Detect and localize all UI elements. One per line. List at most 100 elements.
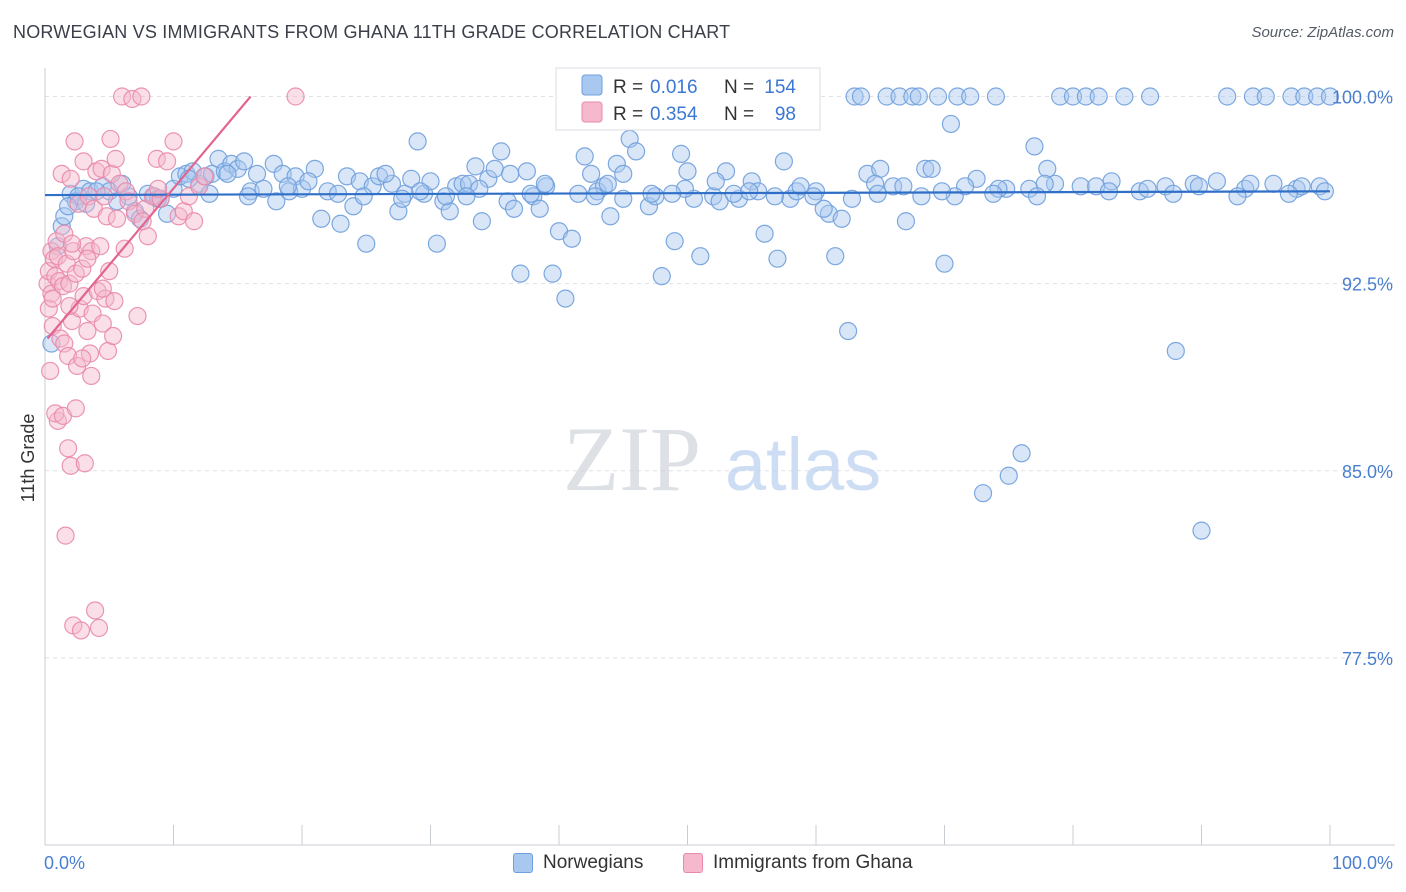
- y-axis-label: 11th Grade: [18, 414, 38, 503]
- legend-item-ghana[interactable]: Immigrants from Ghana: [683, 852, 913, 874]
- point-norwegian: [492, 142, 511, 161]
- point-norwegian: [598, 174, 617, 193]
- point-norwegian: [434, 192, 453, 211]
- point-norwegian: [1228, 187, 1247, 206]
- legend-top-r-label-1: R =: [613, 77, 643, 98]
- point-ghana: [164, 132, 183, 151]
- point-norwegian: [665, 232, 684, 251]
- y-tick-label: 77.5%: [1342, 649, 1393, 669]
- source-label: Source: ZipAtlas.com: [1251, 24, 1394, 41]
- point-norwegian: [1256, 87, 1275, 106]
- point-ghana: [73, 349, 92, 368]
- point-norwegian: [851, 87, 871, 106]
- point-norwegian: [504, 199, 524, 218]
- point-ghana: [89, 618, 109, 638]
- point-norwegian: [382, 174, 402, 193]
- point-ghana: [133, 212, 152, 231]
- point-norwegian: [922, 159, 941, 178]
- point-norwegian: [691, 247, 710, 266]
- point-norwegian: [235, 152, 254, 171]
- point-norwegian: [1207, 172, 1227, 191]
- point-ghana: [74, 152, 93, 171]
- point-ghana: [91, 237, 110, 256]
- point-norwegian: [1320, 87, 1340, 106]
- point-ghana: [78, 321, 97, 341]
- point-ghana: [184, 212, 204, 231]
- watermark-zip: ZIP: [563, 408, 701, 510]
- point-ghana: [61, 456, 80, 475]
- legend-top-r-label-2: R =: [613, 104, 643, 125]
- point-norwegian: [1115, 87, 1134, 106]
- point-norwegian: [1051, 87, 1070, 106]
- x-tick-label-max: 100.0%: [1332, 853, 1393, 873]
- point-norwegian: [1264, 174, 1283, 193]
- legend-top-r-value-2: 0.354: [650, 104, 698, 125]
- point-norwegian: [826, 247, 845, 266]
- point-ghana: [82, 366, 101, 386]
- point-norwegian: [1071, 177, 1090, 196]
- point-ghana: [132, 87, 151, 106]
- chart-title: NORWEGIAN VS IMMIGRANTS FROM GHANA 11TH …: [13, 22, 731, 42]
- point-norwegian: [247, 164, 267, 183]
- point-norwegian: [832, 209, 851, 228]
- point-norwegian: [292, 179, 312, 198]
- point-ghana: [125, 204, 145, 223]
- point-norwegian: [1236, 179, 1255, 198]
- point-norwegian: [299, 172, 318, 191]
- point-norwegian: [781, 189, 800, 208]
- point-ghana: [41, 361, 60, 381]
- point-norwegian: [804, 187, 823, 206]
- point-norwegian: [1218, 87, 1237, 106]
- point-norwegian: [562, 229, 581, 248]
- point-norwegian: [1282, 87, 1301, 106]
- point-norwegian: [706, 172, 725, 191]
- point-norwegian: [575, 147, 594, 166]
- point-norwegian: [1241, 174, 1260, 193]
- point-norwegian: [1295, 87, 1314, 106]
- watermark-atlas: atlas: [725, 423, 881, 506]
- point-norwegian: [740, 182, 759, 201]
- point-ghana: [60, 296, 79, 316]
- point-norwegian: [357, 234, 376, 253]
- legend-label-ghana: Immigrants from Ghana: [713, 852, 913, 873]
- point-norwegian: [984, 184, 1003, 203]
- point-norwegian: [479, 169, 498, 188]
- point-norwegian: [671, 144, 691, 163]
- point-norwegian: [466, 157, 485, 176]
- trend-line-norwegians: [44, 190, 1331, 197]
- point-norwegian: [961, 87, 980, 106]
- point-norwegian: [556, 289, 575, 308]
- point-norwegian: [607, 154, 626, 173]
- point-norwegian: [408, 132, 427, 151]
- point-ghana: [52, 164, 71, 183]
- point-norwegian: [1038, 159, 1057, 178]
- ghana-points: [38, 87, 305, 640]
- point-norwegian: [941, 114, 961, 134]
- point-ghana: [66, 399, 85, 418]
- point-norwegian: [765, 187, 784, 206]
- point-norwegian: [755, 224, 774, 243]
- point-norwegian: [652, 267, 671, 286]
- point-ghana: [48, 411, 67, 430]
- point-norwegian: [1025, 137, 1044, 156]
- point-norwegian: [511, 264, 530, 283]
- point-ghana: [39, 299, 58, 318]
- legend-bottom: Norwegians Immigrants from Ghana: [0, 852, 1406, 878]
- point-norwegian: [932, 182, 952, 201]
- point-norwegian: [729, 189, 749, 208]
- point-ghana: [60, 274, 79, 293]
- trend-lines: [44, 95, 1331, 340]
- point-norwegian: [868, 184, 887, 203]
- point-ghana: [75, 454, 94, 473]
- point-norwegian: [1189, 177, 1209, 196]
- legend-top-swatch-blue: [581, 74, 603, 96]
- legend-item-norwegians[interactable]: Norwegians: [513, 852, 643, 874]
- point-ghana: [43, 289, 62, 308]
- point-norwegian: [986, 87, 1006, 106]
- point-norwegian: [530, 199, 549, 218]
- point-ghana: [55, 224, 74, 243]
- point-norwegian: [393, 189, 412, 208]
- point-norwegian: [582, 164, 601, 183]
- point-norwegian: [883, 177, 903, 196]
